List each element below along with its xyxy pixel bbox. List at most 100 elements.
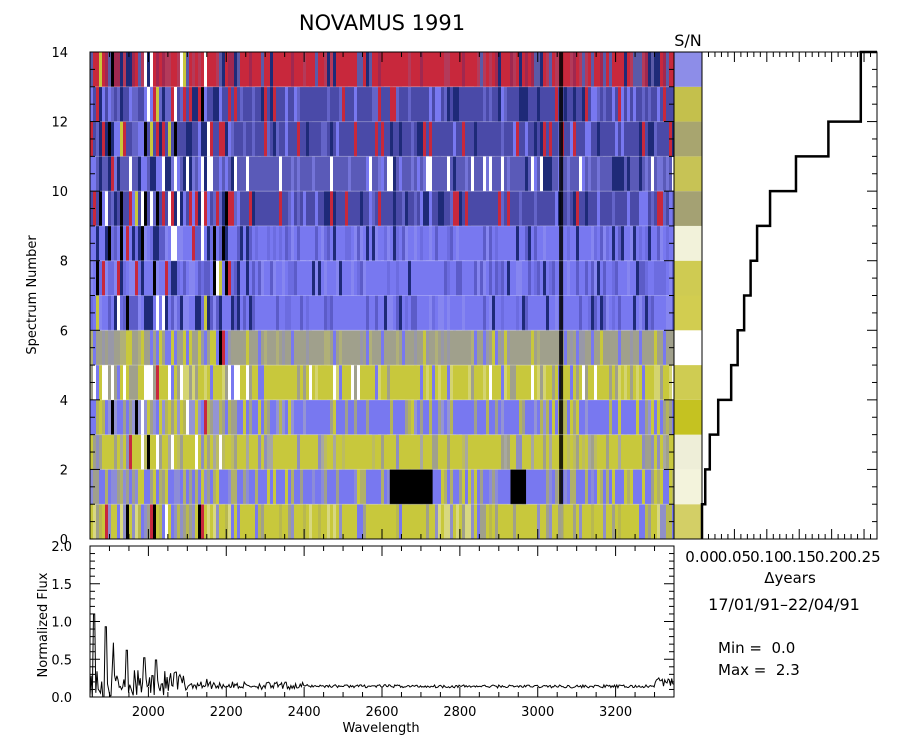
heatmap-cell — [249, 52, 252, 87]
heatmap-cell — [291, 52, 294, 87]
heatmap-cell — [372, 225, 375, 261]
heatmap-cell — [222, 504, 225, 539]
heatmap-cell — [414, 399, 417, 435]
heatmap-cell — [651, 295, 654, 331]
heatmap-cell — [123, 365, 126, 400]
heatmap-cell — [276, 330, 279, 366]
heatmap-cell — [360, 260, 363, 296]
heatmap-cell — [198, 52, 201, 87]
heatmap-cell — [633, 260, 636, 296]
heatmap-cell — [192, 399, 195, 435]
heatmap-cell — [207, 295, 210, 331]
heatmap-cell — [645, 504, 648, 539]
heatmap-cell — [501, 191, 504, 226]
heatmap-cell — [504, 52, 507, 87]
heatmap-cell — [135, 260, 138, 296]
heatmap-cell — [627, 191, 630, 226]
heatmap-cell — [579, 330, 582, 366]
heatmap-cell — [591, 504, 594, 539]
heatmap-cell — [180, 225, 183, 261]
heatmap-cell — [642, 469, 645, 505]
heatmap-cell — [525, 225, 528, 261]
heatmap-cell — [450, 365, 453, 400]
heatmap-cell — [627, 86, 630, 122]
heatmap-cell — [192, 156, 195, 192]
heatmap-cell — [660, 469, 663, 505]
heatmap-cell — [138, 330, 141, 366]
heatmap-cell — [453, 469, 456, 505]
heatmap-cell — [153, 156, 156, 192]
heatmap-cell — [99, 365, 102, 400]
heatmap-cell — [435, 504, 438, 539]
heatmap-cell — [498, 191, 501, 226]
heatmap-cell — [183, 86, 186, 122]
heatmap-cell — [459, 260, 462, 296]
heatmap-cell — [597, 156, 600, 192]
heatmap-cell — [183, 156, 186, 192]
heatmap-cell — [534, 191, 537, 226]
heatmap-cell — [123, 156, 126, 192]
absorption-line — [559, 399, 564, 435]
heatmap-cell — [159, 330, 162, 366]
heatmap-cell — [483, 86, 486, 122]
heatmap-cell — [168, 365, 171, 400]
heatmap-cell — [183, 365, 186, 400]
heatmap-cell — [390, 121, 393, 157]
heatmap-cell — [150, 504, 153, 539]
heatmap-cell — [471, 330, 474, 366]
heatmap-cell — [132, 260, 135, 296]
heatmap-cell — [474, 86, 477, 122]
heatmap-cell — [534, 399, 537, 435]
heatmap-cell — [180, 469, 183, 505]
heatmap-cell — [201, 52, 204, 87]
heatmap-cell — [153, 260, 156, 296]
heatmap-cell — [291, 121, 294, 157]
heatmap-row — [90, 504, 675, 539]
heatmap-cell — [405, 225, 408, 261]
heatmap-cell — [525, 295, 528, 331]
heatmap-cell — [165, 156, 168, 192]
heatmap-cell — [114, 504, 117, 539]
heatmap-row — [90, 330, 674, 366]
heatmap-cell — [186, 469, 189, 505]
heatmap-cell — [360, 504, 363, 539]
heatmap-cell — [195, 86, 198, 122]
heatmap-cell — [576, 434, 579, 470]
heatmap-cell — [399, 86, 402, 122]
step-frame — [701, 51, 878, 540]
heatmap-cell — [132, 399, 135, 435]
absorption-line — [559, 156, 564, 192]
heatmap-cell — [507, 330, 510, 366]
heatmap-cell — [462, 434, 465, 470]
heatmap-cell — [534, 330, 537, 366]
step-x-tick-label: 0.15 — [783, 548, 816, 566]
heatmap-cell — [405, 399, 408, 435]
heatmap-cell — [147, 260, 150, 296]
flux-x-tick-label: 3000 — [521, 705, 554, 720]
heatmap-cell — [546, 156, 549, 192]
absorption-line — [559, 469, 564, 505]
heatmap-cell — [639, 156, 642, 192]
heatmap-cell — [492, 330, 495, 366]
heatmap-cell — [177, 399, 180, 435]
heatmap-cell — [414, 365, 417, 400]
heatmap-cell — [252, 330, 255, 366]
heatmap-cell — [279, 504, 282, 539]
heatmap-cell — [657, 52, 660, 87]
heatmap-cell — [645, 86, 648, 122]
heatmap-cell — [117, 295, 120, 331]
heatmap-cell — [639, 225, 642, 261]
heatmap-cell — [537, 86, 540, 122]
heatmap-cell — [105, 225, 108, 261]
heatmap-cell — [375, 86, 378, 122]
heatmap-cell — [360, 52, 363, 87]
heatmap-cell — [600, 225, 603, 261]
heatmap-cell — [579, 434, 582, 470]
heatmap-cell — [555, 86, 558, 122]
heatmap-cell — [168, 156, 171, 192]
heatmap-cell — [138, 260, 141, 296]
heatmap-cell — [639, 52, 642, 87]
heatmap-cell — [192, 52, 195, 87]
heatmap-cell — [99, 225, 102, 261]
heatmap-cell — [507, 52, 510, 87]
